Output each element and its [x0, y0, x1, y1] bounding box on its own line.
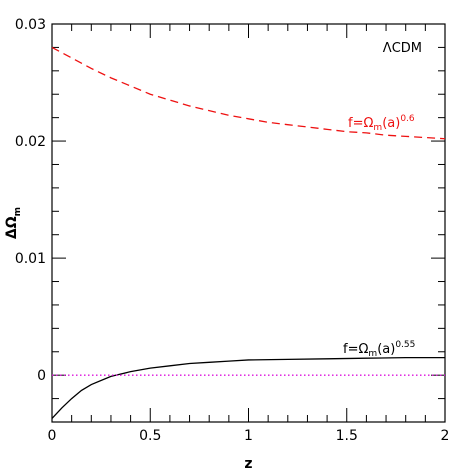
y-axis-label-sub: m: [13, 207, 23, 216]
black-label-tail: (a): [377, 342, 395, 357]
y-tick-label: 0.01: [15, 251, 46, 267]
y-tick-label: 0.03: [15, 17, 46, 33]
y-axis-label: ΔΩm: [4, 207, 23, 239]
x-tick-label: 1.5: [336, 428, 358, 444]
series-layer: [51, 46, 446, 419]
red-curve-label: f=Ωm(a)0.6: [348, 114, 415, 133]
x-tick-label: 1: [244, 428, 253, 444]
x-tick-label: 0.5: [139, 428, 161, 444]
red-label-tail: (a): [382, 116, 400, 131]
red-label-sub: m: [373, 123, 382, 133]
y-axis-label-main: ΔΩ: [4, 216, 20, 239]
y-tick-label: 0.02: [15, 134, 46, 150]
model-label: ΛCDM: [383, 41, 422, 56]
tick-labels: 0 0.5 1 1.5 2 0 0.01 0.02 0.03: [15, 17, 450, 444]
x-tick-label: 2: [441, 428, 450, 444]
y-tick-label: 0: [37, 368, 46, 384]
black-label-sub: m: [368, 349, 377, 359]
black-curve-label: f=Ωm(a)0.55: [343, 340, 415, 359]
black-label-exp: 0.55: [395, 340, 415, 350]
x-tick-label: 0: [48, 428, 57, 444]
red-dashed-curve: [51, 46, 446, 140]
axis-ticks: [51, 23, 446, 423]
black-label-main: f=Ω: [343, 342, 368, 357]
plot-frame: [51, 23, 446, 423]
red-label-main: f=Ω: [348, 116, 373, 131]
black-solid-curve: [51, 356, 445, 419]
red-label-exp: 0.6: [400, 114, 415, 124]
x-axis-label: z: [244, 456, 252, 471]
